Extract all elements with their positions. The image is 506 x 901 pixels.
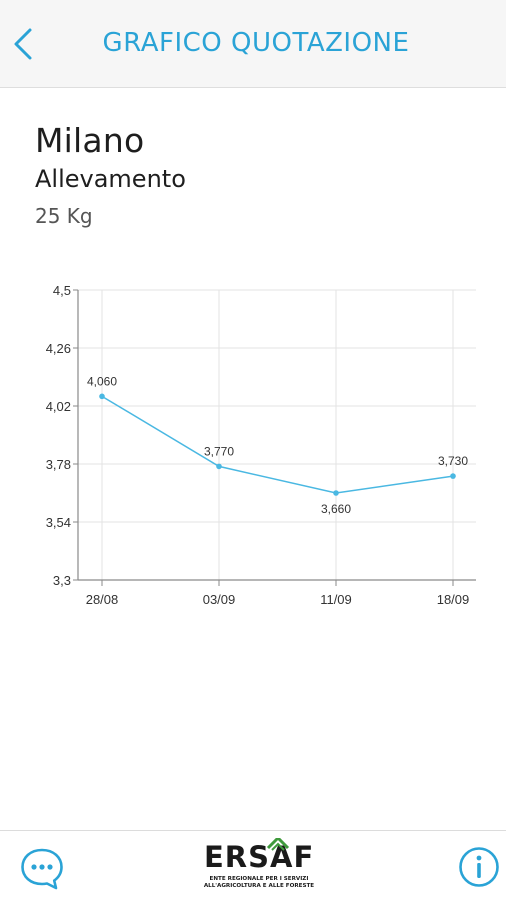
y-tick-label: 4,26 (46, 341, 71, 356)
y-tick-label: 4,02 (46, 399, 71, 414)
logo-wordmark: ERSAF (204, 840, 315, 874)
unit-label: 25 Kg (35, 204, 93, 228)
x-tick-label: 28/08 (86, 592, 119, 607)
data-point (450, 473, 456, 479)
data-label: 3,660 (321, 502, 351, 516)
info-button[interactable] (458, 846, 500, 888)
data-label: 4,060 (87, 374, 117, 388)
logo-subtitle-line-2: ALL'AGRICOLTURA E ALLE FORESTE (203, 883, 315, 889)
info-icon (459, 847, 499, 887)
category-name: Allevamento (35, 165, 186, 193)
y-tick-label: 3,78 (46, 457, 71, 472)
data-label: 3,730 (438, 454, 468, 468)
data-point (333, 490, 339, 496)
data-point (216, 463, 222, 470)
y-tick-label: 3,3 (53, 573, 71, 588)
logo-subtitle: ENTE REGIONALE PER I SERVIZI ALL'AGRICOL… (198, 876, 320, 890)
market-name: Milano (35, 121, 145, 160)
y-tick-label: 4,5 (53, 283, 71, 298)
page-title: GRAFICO QUOTAZIONE (102, 28, 410, 58)
data-label: 3,770 (204, 444, 234, 458)
back-button[interactable] (8, 22, 42, 66)
logo-subtitle-line-1: ENTE REGIONALE PER I SERVIZI (209, 876, 309, 882)
chat-bubble-icon (21, 848, 63, 890)
chat-button[interactable] (20, 847, 64, 891)
footer-bar: ERSAF ENTE REGIONALE PER I SERVIZI ALL'A… (0, 830, 506, 901)
price-chart-svg: 3,3 3,54 3,78 4,02 4,26 4,5 28/08 03/09 11/09 18/… (46, 283, 476, 607)
ersaf-logo: ERSAF ENTE REGIONALE PER I SERVIZI ALL'A… (198, 838, 320, 900)
series-line (101, 395, 454, 494)
leaf-icon (266, 838, 290, 851)
header-bar: GRAFICO QUOTAZIONE (0, 0, 506, 88)
chevron-left-icon (14, 28, 32, 60)
y-tick-label: 3,54 (46, 515, 71, 530)
x-tick-label: 03/09 (203, 592, 236, 607)
price-chart: 3,3 3,54 3,78 4,02 4,26 4,5 28/08 03/09 11/09 18/… (0, 270, 506, 620)
data-point (99, 393, 105, 400)
x-tick-label: 18/09 (437, 592, 470, 607)
x-tick-label: 11/09 (320, 592, 352, 607)
